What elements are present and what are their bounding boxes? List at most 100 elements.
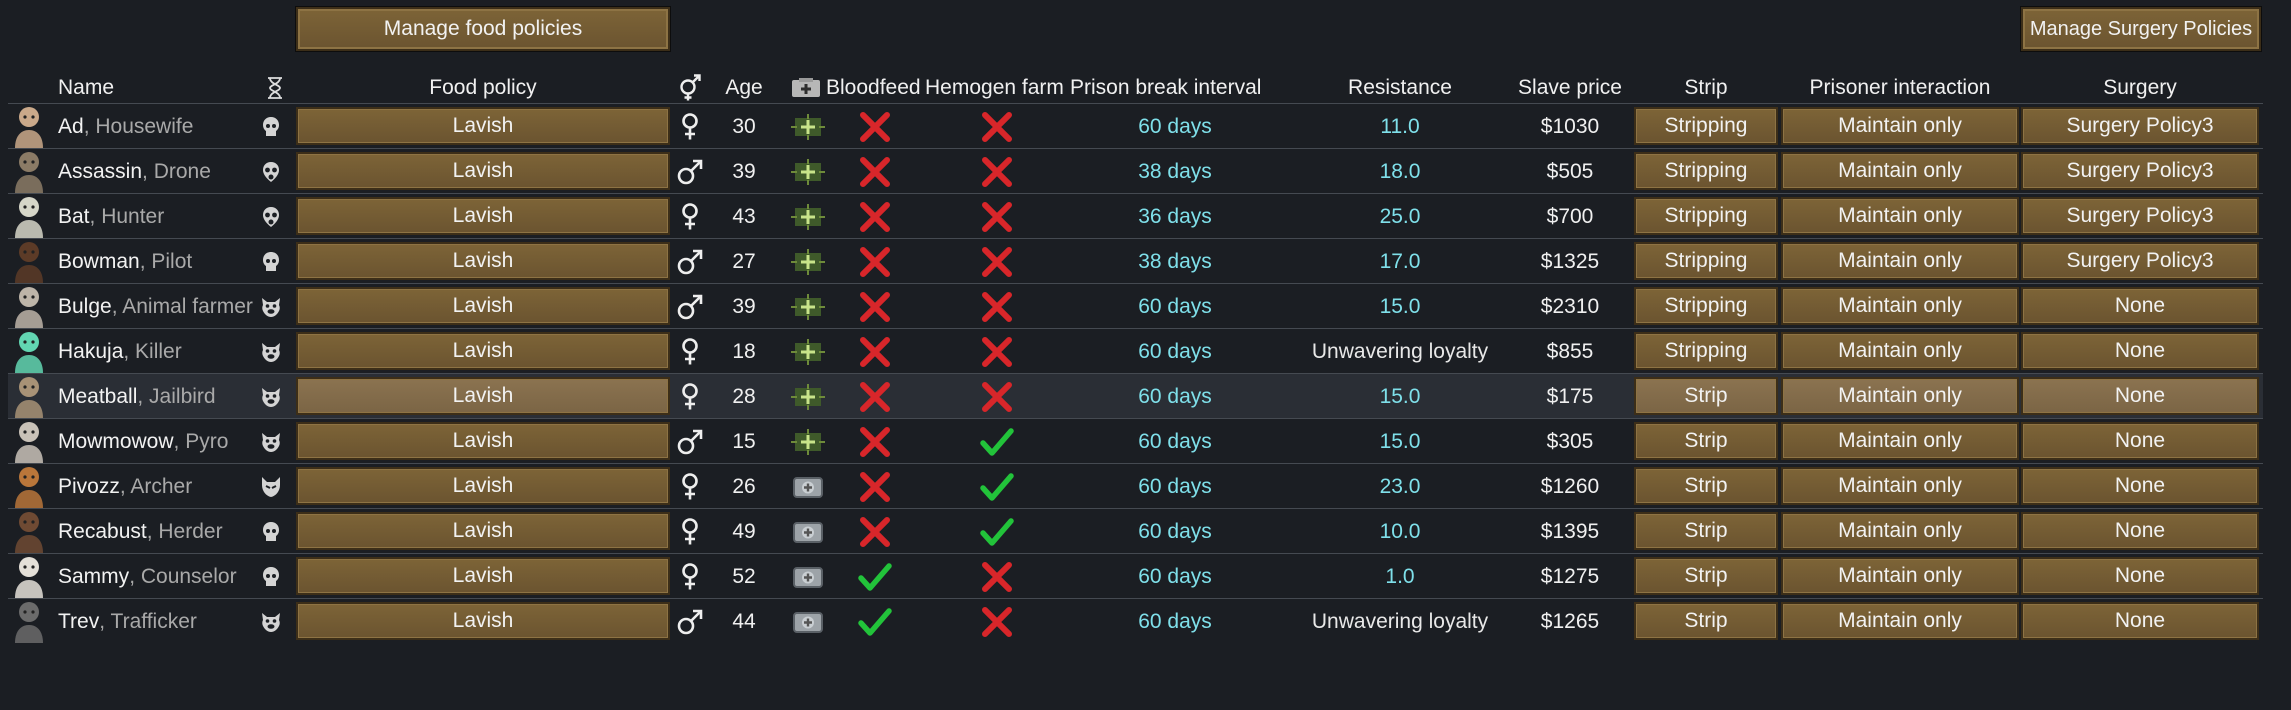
surgery-policy-button[interactable]: None bbox=[2021, 377, 2259, 415]
pig-icon[interactable] bbox=[260, 419, 282, 464]
medical-care-green-icon[interactable] bbox=[788, 419, 828, 464]
food-policy-button[interactable]: Lavish bbox=[296, 107, 670, 145]
table-row[interactable]: Meatball, Jailbird Lavish 28 60 days 15.… bbox=[8, 373, 2263, 418]
pawn-name-cell[interactable]: Mowmowow, Pyro bbox=[58, 419, 300, 464]
prisoner-interaction-button[interactable]: Maintain only bbox=[1781, 242, 2019, 280]
skull-icon[interactable] bbox=[260, 554, 282, 599]
surgery-policy-button[interactable]: Surgery Policy3 bbox=[2021, 197, 2259, 235]
medical-care-green-icon[interactable] bbox=[788, 284, 828, 329]
gasmask-icon[interactable] bbox=[260, 194, 282, 239]
prisoner-interaction-button[interactable]: Maintain only bbox=[1781, 557, 2019, 595]
pig-icon[interactable] bbox=[260, 284, 282, 329]
strip-button[interactable]: Strip bbox=[1634, 422, 1778, 460]
table-row[interactable]: Assassin, Drone Lavish 39 38 days 18.0 $… bbox=[8, 148, 2263, 193]
medical-care-grey-icon[interactable] bbox=[788, 464, 828, 509]
hemogen-cross-icon[interactable] bbox=[977, 374, 1017, 419]
strip-button[interactable]: Stripping bbox=[1634, 197, 1778, 235]
header-hemogen-farm[interactable]: Hemogen farm bbox=[925, 76, 1064, 99]
medical-care-green-icon[interactable] bbox=[788, 374, 828, 419]
skull-icon[interactable] bbox=[260, 509, 282, 554]
strip-button[interactable]: Strip bbox=[1634, 467, 1778, 505]
hemogen-cross-icon[interactable] bbox=[977, 194, 1017, 239]
pawn-name-cell[interactable]: Trev, Trafficker bbox=[58, 599, 300, 644]
prisoner-interaction-button[interactable]: Maintain only bbox=[1781, 602, 2019, 640]
pawn-portrait[interactable] bbox=[12, 554, 48, 598]
food-policy-button[interactable]: Lavish bbox=[296, 467, 670, 505]
impid-icon[interactable] bbox=[260, 464, 282, 509]
header-prison-break-interval[interactable]: Prison break interval bbox=[1070, 76, 1262, 99]
table-row[interactable]: Recabust, Herder Lavish 49 60 days 10.0 … bbox=[8, 508, 2263, 553]
pawn-name-cell[interactable]: Meatball, Jailbird bbox=[58, 374, 300, 419]
strip-button[interactable]: Stripping bbox=[1634, 152, 1778, 190]
prisoner-interaction-button[interactable]: Maintain only bbox=[1781, 377, 2019, 415]
strip-button[interactable]: Strip bbox=[1634, 512, 1778, 550]
surgery-policy-button[interactable]: None bbox=[2021, 332, 2259, 370]
food-policy-button[interactable]: Lavish bbox=[296, 287, 670, 325]
pawn-name-cell[interactable]: Bulge, Animal farmer bbox=[58, 284, 300, 329]
food-policy-button[interactable]: Lavish bbox=[296, 377, 670, 415]
pawn-name-cell[interactable]: Pivozz, Archer bbox=[58, 464, 300, 509]
table-row[interactable]: Ad, Housewife Lavish 30 60 days 11.0 $10… bbox=[8, 103, 2263, 148]
pawn-portrait[interactable] bbox=[12, 239, 48, 283]
pawn-name-cell[interactable]: Ad, Housewife bbox=[58, 104, 300, 149]
medical-care-grey-icon[interactable] bbox=[788, 509, 828, 554]
pawn-portrait[interactable] bbox=[12, 284, 48, 328]
surgery-policy-button[interactable]: Surgery Policy3 bbox=[2021, 107, 2259, 145]
surgery-policy-button[interactable]: None bbox=[2021, 557, 2259, 595]
prisoner-interaction-button[interactable]: Maintain only bbox=[1781, 467, 2019, 505]
hemogen-check-icon[interactable] bbox=[977, 464, 1017, 509]
hemogen-check-icon[interactable] bbox=[977, 419, 1017, 464]
pig-icon[interactable] bbox=[260, 374, 282, 419]
strip-button[interactable]: Strip bbox=[1634, 602, 1778, 640]
gender-icon[interactable] bbox=[676, 72, 706, 104]
food-policy-button[interactable]: Lavish bbox=[296, 557, 670, 595]
pawn-name-cell[interactable]: Sammy, Counselor bbox=[58, 554, 300, 599]
gasmask-icon[interactable] bbox=[260, 149, 282, 194]
medical-care-green-icon[interactable] bbox=[788, 194, 828, 239]
prisoner-interaction-button[interactable]: Maintain only bbox=[1781, 152, 2019, 190]
table-row[interactable]: Bowman, Pilot Lavish 27 38 days 17.0 $13… bbox=[8, 238, 2263, 283]
surgery-policy-button[interactable]: None bbox=[2021, 422, 2259, 460]
hemogen-cross-icon[interactable] bbox=[977, 239, 1017, 284]
header-resistance[interactable]: Resistance bbox=[1348, 76, 1452, 99]
pawn-portrait[interactable] bbox=[12, 419, 48, 463]
bloodfeed-cross-icon[interactable] bbox=[855, 104, 895, 149]
bloodfeed-cross-icon[interactable] bbox=[855, 374, 895, 419]
hemogen-cross-icon[interactable] bbox=[977, 149, 1017, 194]
prisoner-interaction-button[interactable]: Maintain only bbox=[1781, 422, 2019, 460]
pawn-portrait[interactable] bbox=[12, 329, 48, 373]
hemogen-check-icon[interactable] bbox=[977, 509, 1017, 554]
header-slave-price[interactable]: Slave price bbox=[1518, 76, 1622, 99]
header-bloodfeed[interactable]: Bloodfeed bbox=[826, 76, 921, 99]
prisoner-interaction-button[interactable]: Maintain only bbox=[1781, 107, 2019, 145]
pawn-portrait[interactable] bbox=[12, 104, 48, 148]
pawn-name-cell[interactable]: Recabust, Herder bbox=[58, 509, 300, 554]
header-strip[interactable]: Strip bbox=[1684, 76, 1728, 99]
pawn-name-cell[interactable]: Hakuja, Killer bbox=[58, 329, 300, 374]
prisoner-interaction-button[interactable]: Maintain only bbox=[1781, 197, 2019, 235]
bloodfeed-cross-icon[interactable] bbox=[855, 509, 895, 554]
table-row[interactable]: Pivozz, Archer Lavish 26 60 days 23.0 $1… bbox=[8, 463, 2263, 508]
bloodfeed-check-icon[interactable] bbox=[855, 554, 895, 599]
bloodfeed-cross-icon[interactable] bbox=[855, 329, 895, 374]
header-surgery[interactable]: Surgery bbox=[2103, 76, 2177, 99]
table-row[interactable]: Hakuja, Killer Lavish 18 60 days Unwaver… bbox=[8, 328, 2263, 373]
medical-care-green-icon[interactable] bbox=[788, 149, 828, 194]
header-name[interactable]: Name bbox=[58, 76, 115, 99]
hemogen-cross-icon[interactable] bbox=[977, 284, 1017, 329]
strip-button[interactable]: Stripping bbox=[1634, 287, 1778, 325]
strip-button[interactable]: Stripping bbox=[1634, 242, 1778, 280]
pawn-portrait[interactable] bbox=[12, 599, 48, 643]
surgery-policy-button[interactable]: None bbox=[2021, 287, 2259, 325]
strip-button[interactable]: Stripping bbox=[1634, 332, 1778, 370]
manage-food-policies-button[interactable]: Manage food policies bbox=[296, 7, 670, 51]
skull-icon[interactable] bbox=[260, 239, 282, 284]
strip-button[interactable]: Strip bbox=[1634, 557, 1778, 595]
food-policy-button[interactable]: Lavish bbox=[296, 422, 670, 460]
pawn-name-cell[interactable]: Bat, Hunter bbox=[58, 194, 300, 239]
surgery-policy-button[interactable]: None bbox=[2021, 512, 2259, 550]
pawn-name-cell[interactable]: Bowman, Pilot bbox=[58, 239, 300, 284]
bloodfeed-check-icon[interactable] bbox=[855, 599, 895, 644]
food-policy-button[interactable]: Lavish bbox=[296, 332, 670, 370]
pawn-portrait[interactable] bbox=[12, 149, 48, 193]
